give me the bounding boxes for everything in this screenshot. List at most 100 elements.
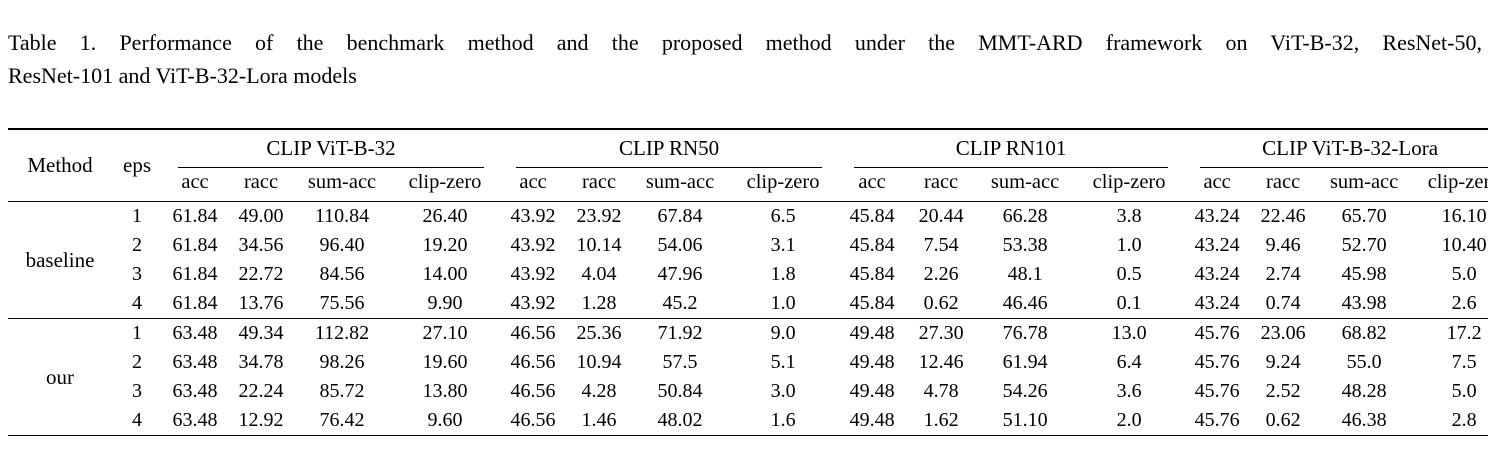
data-cell: 9.60 [427,409,463,431]
eps-cell: 1 [112,318,162,348]
caption-line-2: ResNet-101 and ViT-B-32-Lora models [8,63,357,88]
data-cell: 43.24 [1194,205,1240,227]
data-cell: 10.94 [576,351,622,373]
group-header-vit-b-32: CLIP ViT-B-32 [162,129,500,168]
table-row: baseline 1 61.84 49.00 110.84 26.40 43.9… [8,202,1488,272]
data-cell: 34.56 [238,234,284,256]
eps-cell: 3 [132,263,142,285]
data-cell: 5.0 [1451,263,1477,285]
data-cell: 67.84 [657,205,703,227]
data-cell: 47.96 [657,263,703,285]
subcol-header-acc: acc [1184,168,1251,202]
table-row: 3 61.84 22.72 84.56 14.00 43.92 4.04 47.… [8,260,1488,289]
data-cell: 61.84 [172,234,218,256]
data-cell: 0.5 [1116,263,1142,285]
table-row: 4 63.48 12.92 76.42 9.60 46.56 1.46 48.0… [8,406,1488,436]
data-cell: 12.92 [238,409,284,431]
data-cell: 1.62 [923,409,959,431]
eps-cell: 2 [132,351,142,373]
data-cell: 1.0 [770,292,796,314]
table-caption: Table 1. Performance of the benchmark me… [0,0,1488,92]
data-cell: 84.56 [319,263,365,285]
subcol-header-clip-zero: clip-zero [728,168,839,202]
data-cell: 45.76 [1194,351,1240,373]
baseline-section: baseline 1 61.84 49.00 110.84 26.40 43.9… [8,202,1488,319]
data-cell: 46.38 [1341,409,1387,431]
data-cell: 45.98 [1341,263,1387,285]
group-header-label: CLIP ViT-B-32 [178,136,485,168]
data-cell: 61.84 [172,263,218,285]
data-cell: 19.20 [422,234,468,256]
data-cell: 43.92 [510,234,556,256]
data-cell: 1.46 [581,409,617,431]
data-cell: 0.74 [1265,292,1301,314]
data-cell: 7.5 [1451,351,1477,373]
data-cell: 0.62 [923,292,959,314]
data-cell: 22.46 [1260,205,1306,227]
subcol-header-sum-acc: sum-acc [632,168,729,202]
subcol-header-sum-acc: sum-acc [294,168,390,202]
data-cell: 43.92 [510,263,556,285]
data-cell: 43.24 [1194,263,1240,285]
data-cell: 23.06 [1250,318,1317,348]
data-cell: 2.6 [1451,292,1477,314]
data-cell: 13.76 [238,292,284,314]
data-cell: 57.5 [662,351,698,373]
data-cell: 98.26 [319,351,365,373]
data-cell: 9.0 [728,318,839,348]
subcol-header-clip-zero: clip-zero [390,168,501,202]
eps-cell: 4 [132,292,142,314]
subcol-header-sum-acc: sum-acc [1316,168,1413,202]
data-cell: 45.76 [1194,380,1240,402]
data-cell: 46.56 [510,380,556,402]
data-cell: 46.56 [510,409,556,431]
data-cell: 63.48 [172,351,218,373]
group-header-rn50: CLIP RN50 [500,129,838,168]
data-cell: 96.40 [319,234,365,256]
data-cell: 61.84 [172,292,218,314]
method-cell-baseline: baseline [25,247,95,272]
data-cell: 45.76 [1184,318,1251,348]
group-header-label: CLIP ViT-B-32-Lora [1200,136,1488,168]
data-cell: 13.0 [1074,318,1185,348]
group-header-label: CLIP RN101 [854,136,1169,168]
data-cell: 34.78 [238,351,284,373]
data-cell: 51.10 [1002,409,1048,431]
data-cell: 63.48 [162,318,228,348]
data-cell: 5.0 [1451,380,1477,402]
data-cell: 45.84 [849,292,895,314]
subcol-header-acc: acc [162,168,228,202]
data-cell: 3.8 [1116,205,1142,227]
subcol-header-racc: racc [228,168,294,202]
data-cell: 1.6 [770,409,796,431]
data-cell: 17.2 [1412,318,1488,348]
data-cell: 54.06 [657,234,703,256]
data-cell: 23.92 [576,205,622,227]
data-cell: 45.84 [849,205,895,227]
group-header-rn101: CLIP RN101 [838,129,1184,168]
subcol-header-racc: racc [1250,168,1317,202]
data-cell: 61.84 [172,205,218,227]
data-cell: 55.0 [1346,351,1382,373]
eps-cell: 3 [132,380,142,402]
data-cell: 65.70 [1341,205,1387,227]
data-cell: 3.0 [770,380,796,402]
subcol-header-clip-zero: clip-zero [1412,168,1488,202]
data-cell: 43.24 [1194,234,1240,256]
data-cell: 0.62 [1265,409,1301,431]
data-cell: 50.84 [657,380,703,402]
subcol-header-racc: racc [566,168,633,202]
data-cell: 52.70 [1341,234,1387,256]
data-cell: 61.94 [1002,351,1048,373]
data-cell: 25.36 [566,318,633,348]
data-cell: 46.56 [510,351,556,373]
data-cell: 45.76 [1194,409,1240,431]
data-cell: 45.84 [849,263,895,285]
data-cell: 26.40 [422,205,468,227]
data-cell: 48.1 [1007,263,1043,285]
data-cell: 22.24 [238,380,284,402]
eps-cell: 2 [132,234,142,256]
data-cell: 10.40 [1441,234,1487,256]
data-cell: 6.5 [770,205,796,227]
data-cell: 49.34 [228,318,294,348]
